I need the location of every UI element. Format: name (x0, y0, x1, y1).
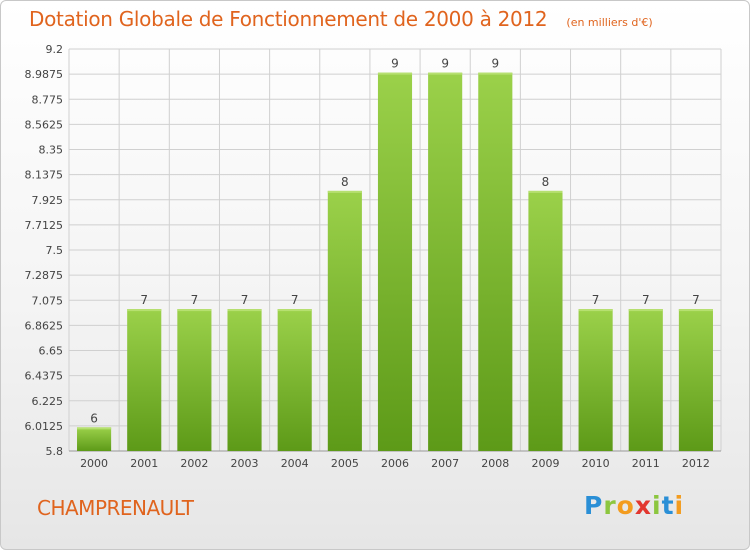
y-tick-label: 7.075 (32, 294, 64, 307)
logo-letter: r (603, 491, 617, 520)
bar-top-highlight (377, 72, 413, 75)
data-label: 8 (542, 175, 550, 189)
y-tick-label: 8.9875 (25, 68, 64, 81)
axis-layer: 5.8 6.0125 6.225 6.4375 6.65 6.8625 7.075 7.287… (25, 43, 721, 470)
x-tick-label: 2010 (582, 457, 610, 470)
bar-2011 (628, 309, 663, 451)
x-tick-label: 2003 (231, 457, 259, 470)
bar-2009 (528, 190, 563, 451)
data-label: 7 (592, 293, 600, 307)
data-label: 7 (241, 293, 249, 307)
bar-top-highlight (327, 190, 362, 193)
chart-title-main: Dotation Globale de Fonctionnement de 20… (29, 7, 548, 31)
x-tick-label: 2011 (632, 457, 660, 470)
bar-2010 (578, 309, 613, 451)
y-tick-label: 6.8625 (25, 319, 64, 332)
data-label: 9 (391, 57, 399, 71)
data-label: 6 (90, 411, 98, 425)
bar-2003 (227, 309, 262, 451)
proxiti-logo[interactable]: Proxiti (584, 491, 684, 520)
x-tick-label: 2000 (80, 457, 108, 470)
bar-top-highlight (528, 190, 563, 193)
logo-letter: i (674, 491, 685, 520)
bar-2000 (77, 427, 112, 451)
bar-2004 (277, 309, 312, 451)
y-tick-label: 8.5625 (25, 118, 64, 131)
bar-top-highlight (478, 72, 513, 75)
bar-top-highlight (77, 427, 112, 430)
bar-top-highlight (127, 309, 162, 312)
bar-top-highlight (428, 72, 463, 75)
y-tick-label: 7.2875 (25, 269, 64, 282)
bar-top-highlight (628, 309, 663, 312)
data-label: 9 (441, 57, 449, 71)
data-label: 7 (291, 293, 299, 307)
y-tick-label: 6.0125 (25, 420, 64, 433)
label-layer: 6 7 7 7 7 8 9 9 9 8 7 7 7 (90, 57, 699, 426)
y-tick-label: 6.225 (32, 395, 64, 408)
chart-unit-note: (en milliers d'€) (566, 16, 653, 29)
data-label: 9 (491, 57, 499, 71)
logo-letter: o (616, 491, 635, 520)
logo-letter: x (634, 491, 652, 520)
x-tick-label: 2004 (281, 457, 309, 470)
x-tick-label: 2005 (331, 457, 359, 470)
y-tick-label: 9.2 (46, 43, 64, 56)
y-tick-label: 6.65 (39, 345, 64, 358)
x-tick-label: 2006 (381, 457, 409, 470)
data-label: 7 (692, 293, 700, 307)
bar-layer (77, 72, 713, 451)
bar-top-highlight (678, 309, 713, 312)
bar-top-highlight (578, 309, 613, 312)
bar-top-highlight (227, 309, 262, 312)
chart-title: Dotation Globale de Fonctionnement de 20… (29, 7, 653, 31)
bar-top-highlight (277, 309, 312, 312)
y-tick-label: 6.4375 (25, 370, 64, 383)
y-tick-label: 8.1375 (25, 169, 64, 182)
bar-2001 (127, 309, 162, 451)
data-label: 7 (642, 293, 650, 307)
logo-letter: P (584, 491, 604, 520)
y-tick-label: 8.35 (39, 144, 64, 157)
data-label: 8 (341, 175, 349, 189)
x-tick-label: 2007 (431, 457, 459, 470)
x-tick-label: 2002 (180, 457, 208, 470)
bar-2006 (377, 72, 413, 451)
bar-2002 (177, 309, 212, 451)
x-tick-label: 2008 (481, 457, 509, 470)
data-label: 7 (140, 293, 148, 307)
bar-top-highlight (177, 309, 212, 312)
bar-2005 (327, 190, 362, 451)
y-tick-label: 7.925 (32, 194, 64, 207)
x-tick-label: 2001 (130, 457, 158, 470)
commune-name: CHAMPRENAULT (37, 496, 194, 520)
x-tick-label: 2012 (682, 457, 710, 470)
y-tick-label: 7.7125 (25, 219, 64, 232)
bar-2008 (478, 72, 513, 451)
bar-2012 (678, 309, 713, 451)
logo-letter: t (661, 491, 675, 520)
y-tick-label: 7.5 (46, 244, 64, 257)
logo-letter: i (652, 491, 662, 520)
y-tick-label: 5.8 (46, 445, 64, 458)
bar-2007 (428, 72, 463, 451)
y-tick-label: 8.775 (32, 93, 64, 106)
x-tick-label: 2009 (531, 457, 559, 470)
data-label: 7 (191, 293, 199, 307)
